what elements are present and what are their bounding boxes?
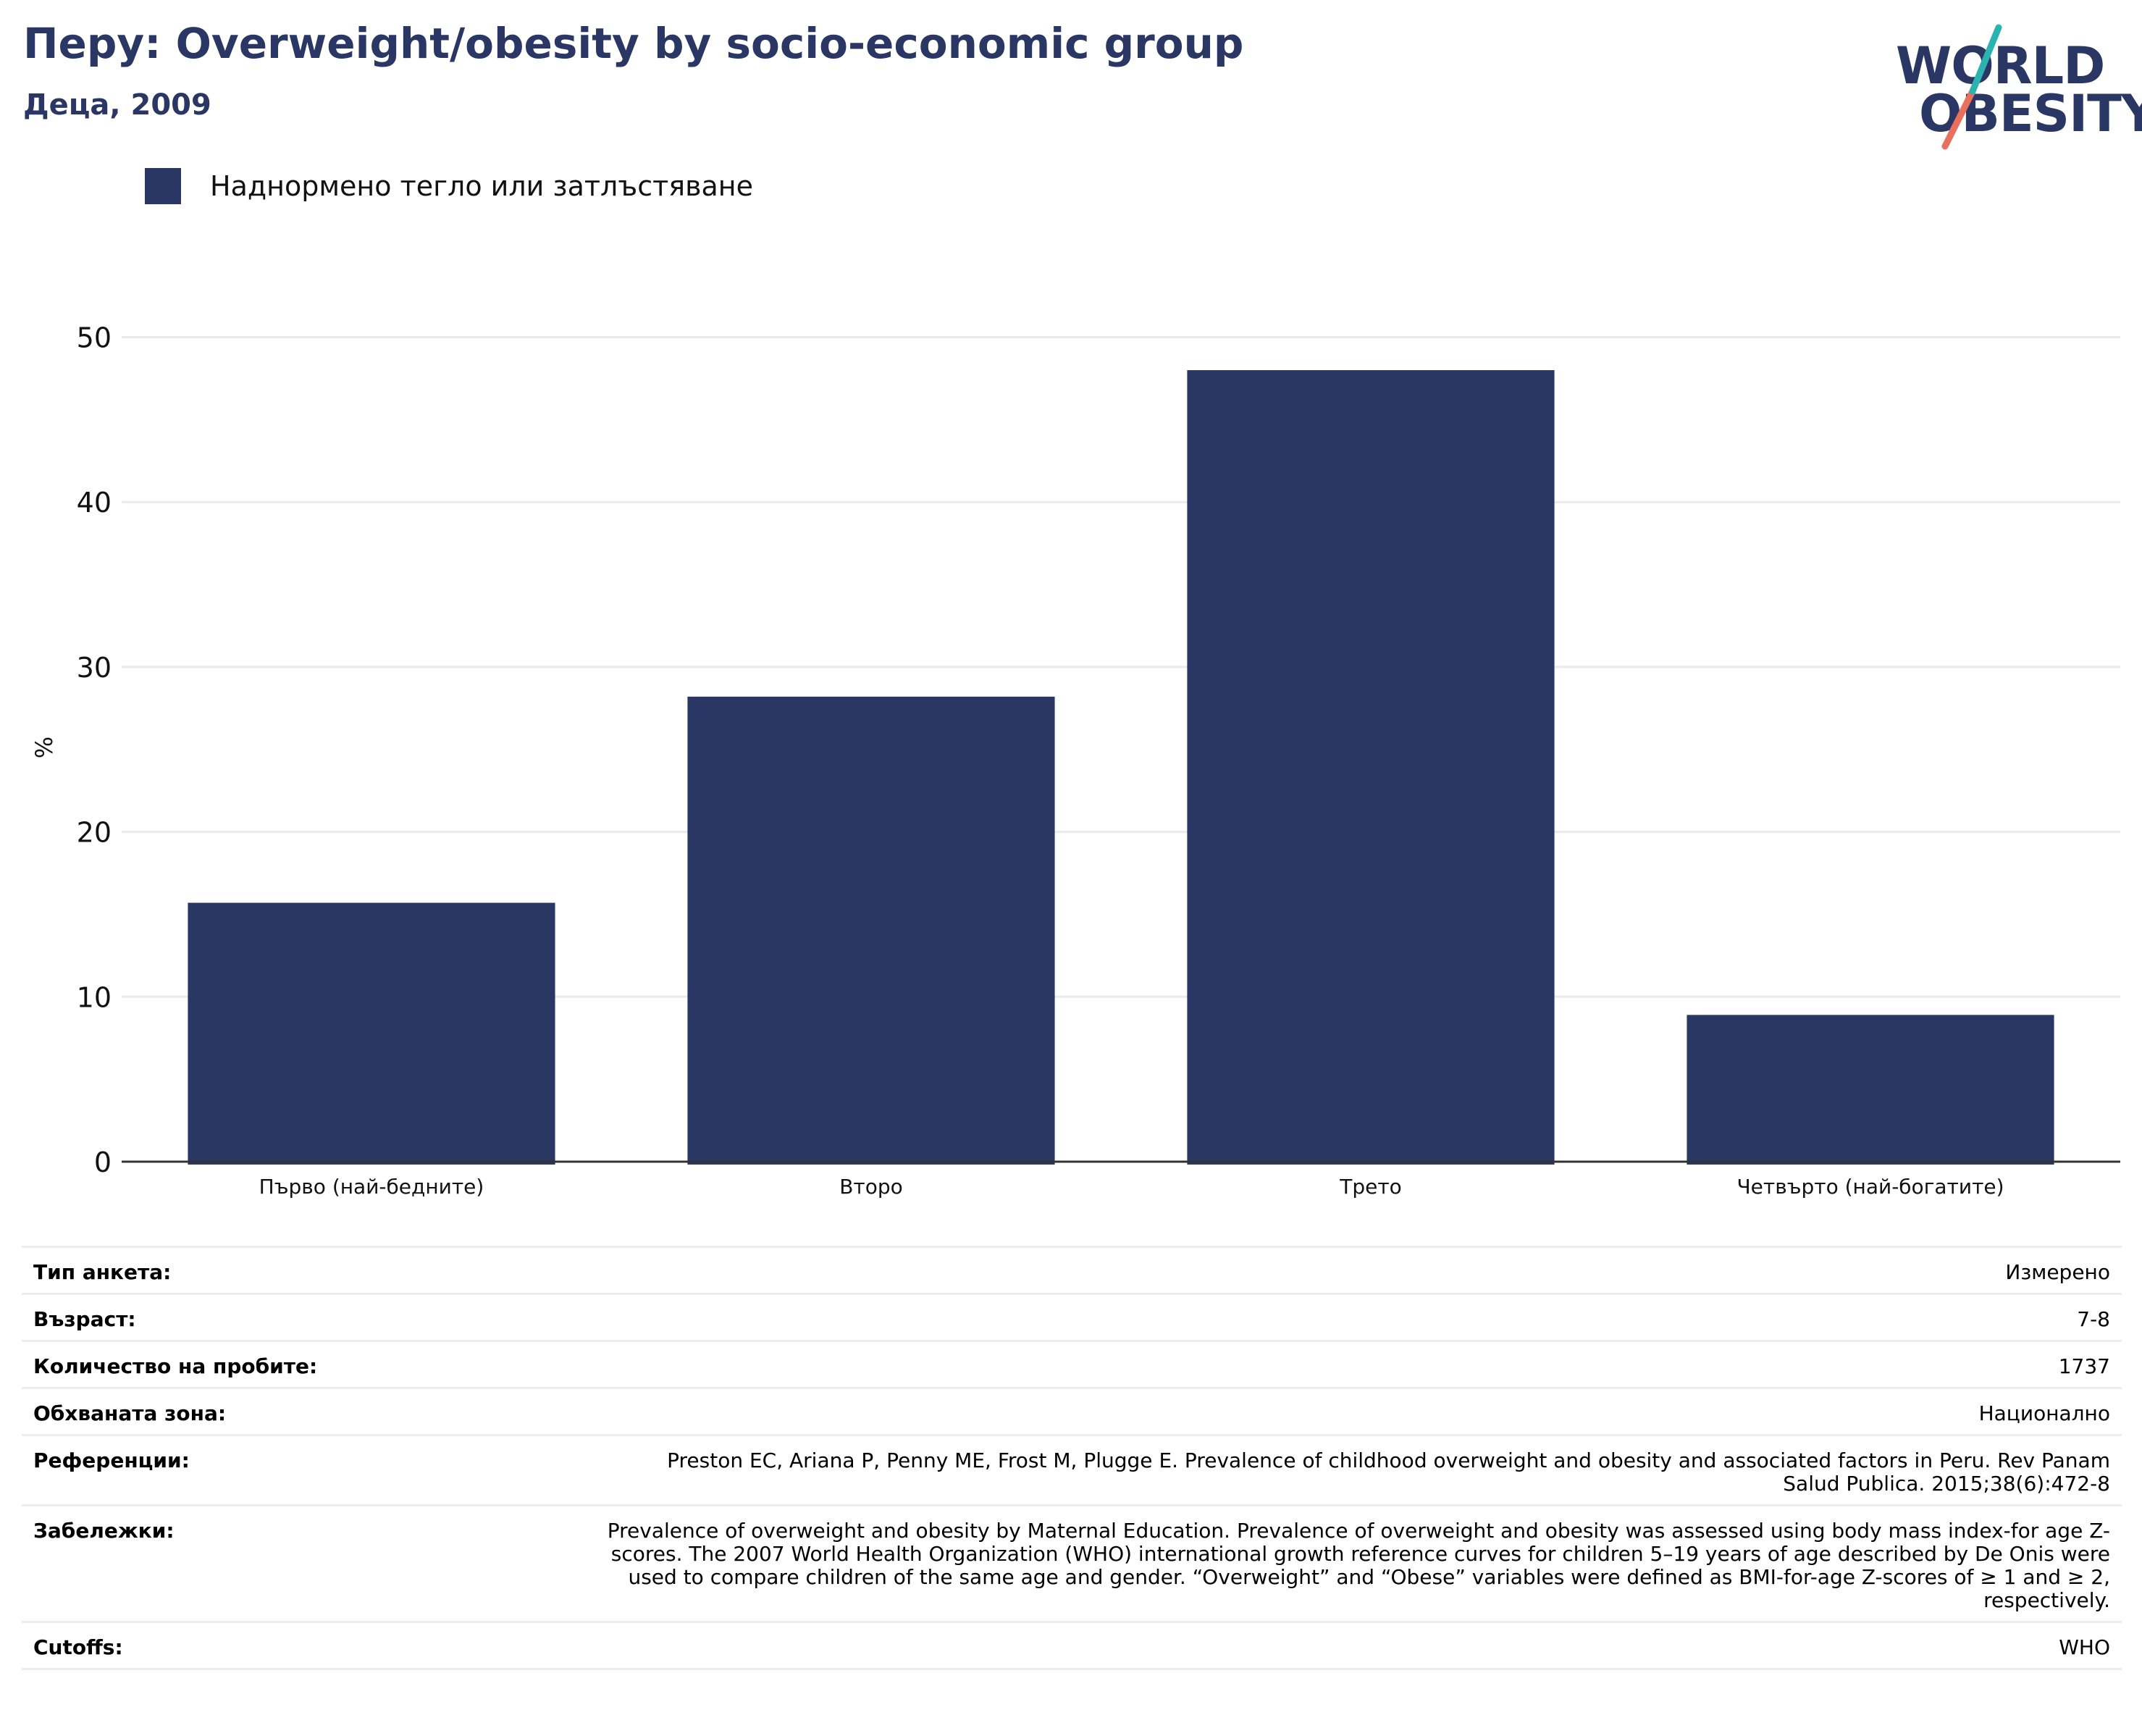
x-tick-label: Първо (най-бедните) bbox=[259, 1175, 484, 1199]
meta-label: Cutoffs: bbox=[33, 1635, 123, 1659]
meta-row-sample-size: Количество на пробите: 1737 bbox=[22, 1340, 2122, 1387]
meta-label: Референции: bbox=[33, 1448, 190, 1472]
bar bbox=[1687, 1015, 2054, 1165]
meta-label: Възраст: bbox=[33, 1307, 136, 1331]
logo-word-2: OBESITY bbox=[1919, 84, 2142, 143]
meta-row-references: Референции: Preston EC, Ariana P, Penny … bbox=[22, 1434, 2122, 1504]
meta-value: Национално bbox=[1978, 1401, 2110, 1425]
meta-value: 1737 bbox=[2058, 1354, 2110, 1378]
meta-value: Preston EC, Ariana P, Penny ME, Frost M,… bbox=[667, 1448, 2110, 1496]
logo-slash-icon bbox=[1941, 24, 2002, 150]
bar bbox=[188, 902, 555, 1165]
survey-details-table: Тип анкета: Измерено Възраст: 7-8 Количе… bbox=[22, 1246, 2122, 1670]
y-tick-label: 30 bbox=[77, 652, 112, 684]
meta-value: Prevalence of overweight and obesity by … bbox=[607, 1519, 2110, 1612]
meta-label: Количество на пробите: bbox=[33, 1354, 318, 1378]
bar bbox=[1187, 370, 1555, 1165]
meta-row-age: Възраст: 7-8 bbox=[22, 1293, 2122, 1340]
y-tick-label: 10 bbox=[77, 981, 112, 1013]
meta-row-notes: Забележки: Prevalence of overweight and … bbox=[22, 1504, 2122, 1621]
y-tick-label: 50 bbox=[77, 322, 112, 354]
x-tick-label: Четвърто (най-богатите) bbox=[1736, 1175, 2004, 1199]
world-obesity-logo: WORLD OBESITY bbox=[1890, 20, 2142, 151]
chart-title: Перу: Overweight/obesity by socio-econom… bbox=[23, 19, 1244, 68]
x-tick-label: Трето bbox=[1339, 1175, 1402, 1199]
y-tick-label: 0 bbox=[94, 1146, 112, 1178]
meta-label: Обхваната зона: bbox=[33, 1401, 227, 1425]
meta-value: 7-8 bbox=[2077, 1307, 2110, 1331]
meta-value: Измерено bbox=[2005, 1260, 2110, 1284]
x-tick-label: Второ bbox=[839, 1175, 903, 1199]
chart-subtitle: Деца, 2009 bbox=[23, 88, 211, 122]
legend-label: Наднормено тегло или затлъстяване bbox=[210, 170, 753, 202]
legend-swatch bbox=[145, 168, 181, 204]
meta-label: Забележки: bbox=[33, 1519, 175, 1543]
bar bbox=[687, 696, 1055, 1165]
y-axis-label: % bbox=[30, 737, 58, 758]
logo-word-1: WORLD bbox=[1896, 36, 2105, 96]
meta-row-survey-type: Тип анкета: Измерено bbox=[22, 1246, 2122, 1293]
meta-label: Тип анкета: bbox=[33, 1260, 172, 1284]
meta-value: WHO bbox=[2059, 1635, 2110, 1659]
y-tick-label: 40 bbox=[77, 487, 112, 519]
bar-chart: 0 10 20 30 40 50% Първо (най-бедните) Второ Трет… bbox=[30, 322, 2120, 1199]
meta-row-cutoffs: Cutoffs: WHO bbox=[22, 1621, 2122, 1670]
meta-row-coverage: Обхваната зона: Национално bbox=[22, 1387, 2122, 1434]
y-tick-label: 20 bbox=[77, 817, 112, 849]
